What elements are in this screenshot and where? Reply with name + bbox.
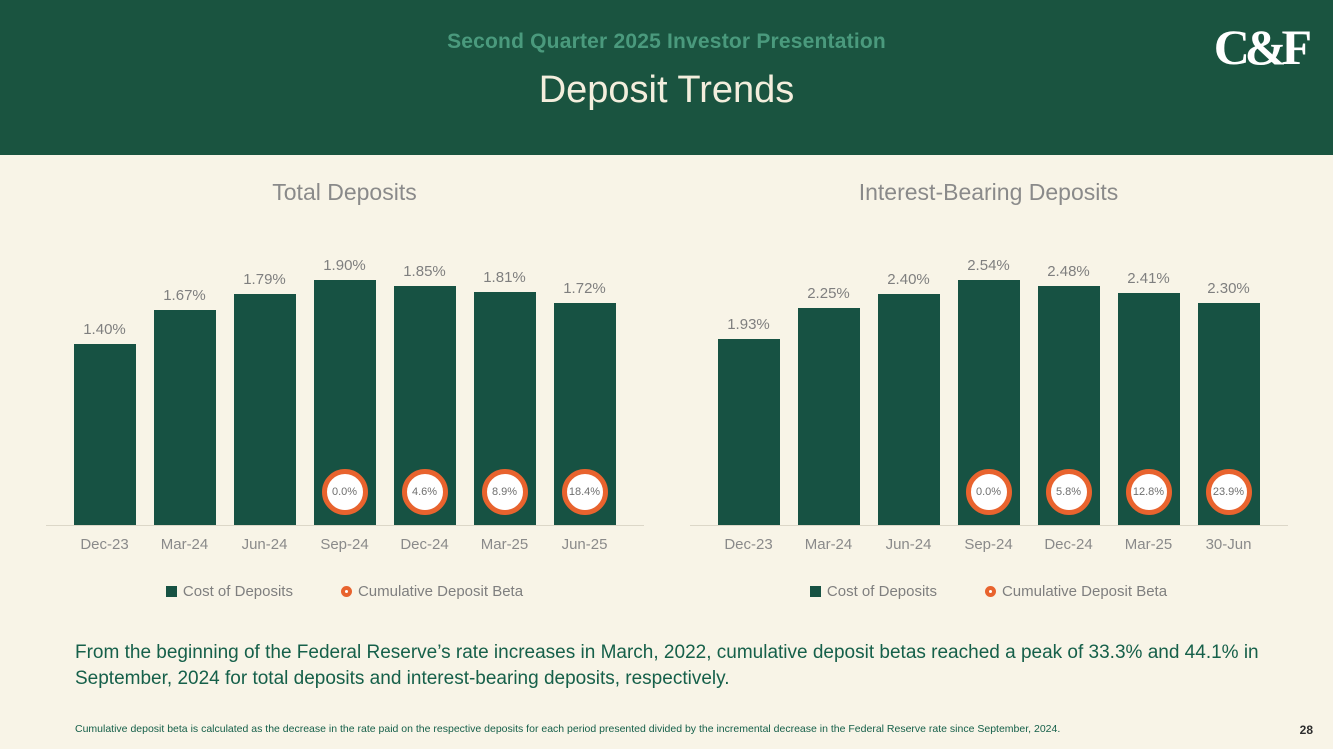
cost-of-deposits-bar: 18.4%: [553, 303, 616, 525]
slide-header: Second Quarter 2025 Investor Presentatio…: [0, 0, 1333, 155]
x-axis-label: Jun-24: [241, 536, 288, 553]
bar-value-label: 2.40%: [887, 271, 930, 288]
legend-label-cumulative-deposit-beta: Cumulative Deposit Beta: [357, 583, 524, 600]
cost-of-deposits-bar: [797, 308, 860, 525]
chart-title: Interest-Bearing Deposits: [858, 179, 1119, 205]
bar-column: 2.54% 0.0%: [957, 257, 1020, 525]
x-axis-label: Mar-25: [1124, 536, 1173, 553]
bar-column: 1.72% 18.4%: [553, 280, 616, 525]
bar-value-label: 1.81%: [483, 269, 526, 286]
cost-of-deposits-bar: 23.9%: [1197, 303, 1260, 525]
cost-of-deposits-bar: [717, 339, 780, 525]
bar-column: 1.93%: [717, 316, 780, 525]
legend-item-cost-of-deposits: Cost of Deposits: [809, 583, 937, 600]
x-axis-label: Mar-24: [804, 536, 853, 553]
legend-item-cumulative-deposit-beta: Cumulative Deposit Beta: [984, 583, 1168, 600]
legend-label-cost-of-deposits: Cost of Deposits: [182, 583, 293, 600]
x-axis-label: Dec-23: [80, 536, 129, 553]
chart-title: Total Deposits: [272, 179, 417, 205]
cost-of-deposits-bar: 8.9%: [473, 292, 536, 525]
x-axis: Dec-23 Mar-24 Jun-24 Sep-24 Dec-24 Mar-25 30-J…: [690, 526, 1288, 553]
cumulative-deposit-beta-marker: 23.9%: [1205, 469, 1252, 515]
bar-value-label: 1.72%: [563, 280, 606, 297]
legend: Cost of Deposits Cumulative Deposit Beta: [46, 583, 644, 600]
x-axis-label: Dec-24: [400, 536, 449, 553]
cumulative-deposit-beta-ring-icon: [340, 586, 352, 597]
cost-of-deposits-bar: 5.8%: [1037, 286, 1100, 525]
x-axis-label: Mar-24: [160, 536, 209, 553]
page-title: Deposit Trends: [538, 69, 795, 111]
x-axis-label: Dec-24: [1044, 536, 1093, 553]
cumulative-deposit-beta-marker: 5.8%: [1045, 469, 1092, 515]
x-axis-label: Jun-25: [561, 536, 608, 553]
cumulative-deposit-beta-ring-icon: [984, 586, 996, 597]
x-axis-label: Mar-25: [480, 536, 529, 553]
bar-value-label: 2.30%: [1207, 280, 1250, 297]
cost-of-deposits-bar: 0.0%: [957, 280, 1020, 525]
x-axis: Dec-23 Mar-24 Jun-24 Sep-24 Dec-24 Mar-25 Jun-…: [46, 526, 644, 553]
bar-value-label: 1.85%: [403, 263, 446, 280]
bar-value-label: 1.67%: [163, 287, 206, 304]
bar-column: 2.48% 5.8%: [1037, 263, 1100, 525]
cumulative-deposit-beta-marker: 12.8%: [1125, 469, 1172, 515]
legend-label-cost-of-deposits: Cost of Deposits: [826, 583, 937, 600]
cost-of-deposits-bar: [73, 344, 136, 525]
charts-row: Total Deposits 1.40% 1.67% 1.79% 1.90% 0.0% 1…: [0, 155, 1333, 600]
legend: Cost of Deposits Cumulative Deposit Beta: [690, 583, 1288, 600]
cost-of-deposits-bar: [233, 294, 296, 525]
bar-column: 1.81% 8.9%: [473, 269, 536, 525]
cumulative-deposit-beta-marker: 18.4%: [561, 469, 608, 515]
bar-column: 2.30% 23.9%: [1197, 280, 1260, 525]
cumulative-deposit-beta-marker: 0.0%: [965, 469, 1012, 515]
bar-column: 1.79%: [233, 271, 296, 525]
summary-text: From the beginning of the Federal Reserv…: [75, 642, 1259, 689]
cumulative-deposit-beta-marker: 4.6%: [401, 469, 448, 515]
bar-column: 1.67%: [153, 287, 216, 525]
cost-of-deposits-bar: 0.0%: [313, 280, 376, 525]
bar-value-label: 2.41%: [1127, 270, 1170, 287]
bar-value-label: 2.54%: [967, 257, 1010, 274]
x-axis-label: Jun-24: [885, 536, 932, 553]
page-number: 28: [1299, 723, 1313, 737]
cost-of-deposits-swatch-icon: [809, 586, 821, 597]
cumulative-deposit-beta-marker: 0.0%: [321, 469, 368, 515]
chart-interest-bearing-deposits: Interest-Bearing Deposits 1.93% 2.25% 2.40…: [689, 155, 1288, 600]
bar-column: 2.41% 12.8%: [1117, 270, 1180, 525]
bar-column: 1.90% 0.0%: [313, 257, 376, 525]
bar-value-label: 1.79%: [243, 271, 286, 288]
cumulative-deposit-beta-marker: 8.9%: [481, 469, 528, 515]
legend-item-cost-of-deposits: Cost of Deposits: [165, 583, 293, 600]
bar-column: 1.85% 4.6%: [393, 263, 456, 525]
bar-value-label: 1.90%: [323, 257, 366, 274]
plot-area: 1.40% 1.67% 1.79% 1.90% 0.0% 1.85% 4.6% 1.81% 8.…: [45, 214, 644, 526]
cf-bank-logo: C&F: [1213, 19, 1312, 75]
bar-column: 1.40%: [73, 321, 136, 525]
bar-value-label: 1.40%: [83, 321, 126, 338]
cost-of-deposits-swatch-icon: [165, 586, 177, 597]
bar-value-label: 1.93%: [727, 316, 770, 333]
cost-of-deposits-bar: 12.8%: [1117, 293, 1180, 525]
legend-label-cumulative-deposit-beta: Cumulative Deposit Beta: [1001, 583, 1168, 600]
x-axis-label: 30-Jun: [1205, 536, 1252, 553]
footnote-text: Cumulative deposit beta is calculated as…: [75, 723, 1061, 735]
bar-value-label: 2.25%: [807, 285, 850, 302]
x-axis-label: Sep-24: [320, 536, 369, 553]
bar-column: 2.40%: [877, 271, 940, 525]
plot-area: 1.93% 2.25% 2.40% 2.54% 0.0% 2.48% 5.8% 2.41% 12…: [689, 214, 1288, 526]
bar-value-label: 2.48%: [1047, 263, 1090, 280]
legend-item-cumulative-deposit-beta: Cumulative Deposit Beta: [340, 583, 524, 600]
bar-column: 2.25%: [797, 285, 860, 525]
cost-of-deposits-bar: [153, 310, 216, 525]
chart-total-deposits: Total Deposits 1.40% 1.67% 1.79% 1.90% 0.0% 1…: [45, 155, 644, 600]
x-axis-label: Dec-23: [724, 536, 773, 553]
presentation-subtitle: Second Quarter 2025 Investor Presentatio…: [447, 30, 886, 53]
cost-of-deposits-bar: [877, 294, 940, 525]
x-axis-label: Sep-24: [964, 536, 1013, 553]
cost-of-deposits-bar: 4.6%: [393, 286, 456, 525]
